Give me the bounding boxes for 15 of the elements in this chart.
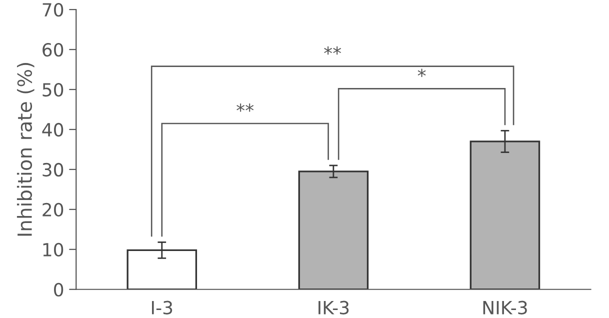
y-tick-label: 60 — [42, 42, 64, 57]
y-tick-label: 30 — [42, 162, 64, 177]
y-tick-label: 10 — [43, 242, 64, 257]
annotation: ** — [236, 104, 254, 112]
x-tick-label: IK-3 — [318, 300, 349, 314]
y-tick-label: 20 — [42, 202, 64, 217]
y-tick-label: 50 — [42, 82, 64, 97]
y-tick-label: 0 — [54, 282, 64, 296]
annotation: * — [418, 68, 426, 77]
x-tick-label: I-3 — [152, 300, 172, 314]
annotation: ** — [324, 46, 342, 55]
y-tick-label: 70 — [42, 3, 64, 17]
x-tick-label: NIK-3 — [483, 300, 527, 314]
y-axis-title: Inhibition rate (%) — [16, 62, 34, 236]
y-tick-label: 40 — [42, 122, 64, 137]
